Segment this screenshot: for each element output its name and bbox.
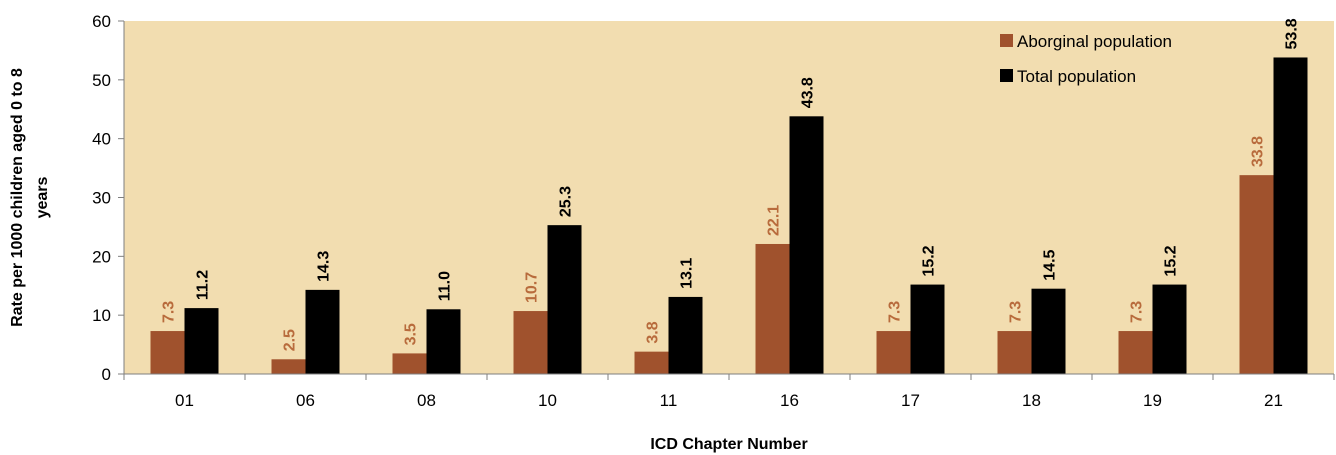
y-tick-label: 50	[92, 71, 111, 90]
data-label: 11.2	[195, 270, 212, 300]
data-label: 7.3	[161, 301, 178, 323]
x-axis-title: ICD Chapter Number	[650, 436, 807, 453]
x-tick-label: 19	[1143, 391, 1162, 410]
legend-swatch	[1000, 34, 1013, 47]
y-axis-ticks: 0 10 20 30 40 50 60	[92, 12, 124, 384]
data-label: 7.3	[887, 301, 904, 323]
data-label: 33.8	[1250, 136, 1267, 167]
x-tick-label: 17	[901, 391, 920, 410]
y-tick-label: 40	[92, 130, 111, 149]
data-label: 53.8	[1284, 18, 1301, 49]
x-tick-label: 08	[417, 391, 436, 410]
y-tick-label: 0	[102, 365, 111, 384]
data-label: 7.3	[1129, 301, 1146, 323]
data-label: 7.3	[1008, 301, 1025, 323]
data-label: 15.2	[1163, 245, 1180, 276]
bar-total	[184, 308, 219, 374]
bar-total	[1152, 284, 1187, 374]
legend-label: Total population	[1017, 67, 1136, 86]
bar-total	[789, 116, 824, 374]
x-tick-label: 06	[296, 391, 315, 410]
x-tick-label: 18	[1022, 391, 1041, 410]
bar-aboriginal	[150, 331, 185, 374]
legend-swatch	[1000, 69, 1013, 82]
data-label: 3.8	[645, 321, 662, 343]
x-tick-label: 16	[780, 391, 799, 410]
data-label: 2.5	[282, 329, 299, 351]
bar-aboriginal	[271, 359, 306, 374]
data-label: 11.0	[437, 271, 454, 301]
bar-aboriginal	[392, 353, 427, 374]
x-tick-label: 21	[1264, 391, 1283, 410]
data-label: 43.8	[800, 77, 817, 108]
data-label: 14.3	[316, 251, 333, 282]
bar-total	[426, 309, 461, 374]
bar-aboriginal	[513, 311, 548, 374]
bar-total	[1273, 57, 1308, 375]
bar-total	[305, 289, 340, 374]
bar-aboriginal	[1239, 175, 1274, 374]
bar-aboriginal	[634, 351, 669, 374]
legend-label: Aborginal population	[1017, 32, 1172, 51]
y-tick-label: 10	[92, 306, 111, 325]
data-label: 14.5	[1042, 249, 1059, 280]
data-label: 15.2	[921, 245, 938, 276]
y-axis-title-line: Rate per 1000 children aged 0 to 8	[9, 68, 26, 327]
bar-total	[668, 296, 703, 374]
bar-aboriginal	[1118, 331, 1153, 374]
x-tick-label: 11	[660, 391, 678, 410]
bar-aboriginal	[997, 331, 1032, 374]
bar-total	[547, 225, 582, 374]
x-axis-ticks: 01 06 08 10 11 16 17 18 19 21	[123, 374, 1335, 410]
bar-total	[1031, 288, 1066, 374]
bars	[150, 57, 1308, 375]
data-label: 3.5	[403, 323, 420, 345]
y-axis-title: Rate per 1000 children aged 0 to 8 years	[9, 68, 51, 327]
y-tick-label: 30	[92, 189, 111, 208]
y-tick-label: 60	[92, 12, 111, 31]
data-label: 25.3	[558, 186, 575, 217]
bar-aboriginal	[876, 331, 911, 374]
bar-aboriginal	[755, 243, 790, 374]
y-axis-title-line: years	[34, 176, 51, 218]
x-tick-label: 01	[175, 391, 194, 410]
data-label: 10.7	[524, 272, 541, 303]
legend: Aborginal population Total population	[1000, 32, 1172, 86]
y-tick-label: 20	[92, 247, 111, 266]
data-label: 13.1	[679, 258, 696, 289]
bar-labels: 7.3 2.5 3.5 10.7 3.8 22.1 7.3 7.3 7.3 33.8 11.2 14.…	[161, 18, 1301, 351]
bar-total	[910, 284, 945, 374]
x-tick-label: 10	[538, 391, 557, 410]
data-label: 22.1	[766, 205, 783, 236]
